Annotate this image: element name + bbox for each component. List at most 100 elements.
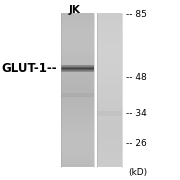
Bar	[97, 105, 122, 108]
Bar	[61, 68, 94, 69]
Bar	[97, 59, 122, 62]
Bar	[61, 44, 94, 46]
Bar	[97, 123, 122, 126]
Bar	[61, 59, 94, 62]
Bar	[97, 154, 122, 157]
Bar	[97, 41, 122, 44]
Bar	[61, 154, 94, 157]
Bar	[61, 64, 94, 67]
Bar	[97, 121, 122, 123]
Bar	[61, 103, 94, 105]
Bar	[61, 144, 94, 147]
Bar	[61, 82, 94, 85]
Text: -- 85: -- 85	[126, 10, 147, 19]
Bar	[97, 85, 122, 87]
Text: -- 48: -- 48	[126, 73, 147, 82]
Bar	[61, 28, 94, 31]
Bar	[61, 65, 94, 66]
Bar	[97, 103, 122, 105]
Bar	[61, 131, 94, 134]
Bar	[97, 49, 122, 51]
Bar	[61, 93, 94, 95]
Bar	[97, 111, 122, 113]
Bar	[61, 71, 94, 72]
Bar	[61, 26, 94, 28]
Bar	[61, 87, 94, 90]
Bar	[97, 64, 122, 67]
Bar	[97, 15, 122, 18]
Bar	[97, 72, 122, 75]
Bar	[97, 82, 122, 85]
Bar	[61, 80, 94, 82]
Bar	[61, 38, 94, 41]
Bar	[61, 46, 94, 49]
Bar	[97, 44, 122, 46]
Bar	[61, 139, 94, 142]
Bar	[97, 165, 122, 167]
Bar	[97, 28, 122, 31]
Bar	[61, 116, 94, 118]
Bar	[61, 111, 94, 113]
Bar	[97, 33, 122, 36]
Bar	[61, 129, 94, 131]
Bar	[97, 134, 122, 136]
Bar	[97, 23, 122, 26]
Bar	[97, 111, 122, 116]
Bar	[61, 100, 94, 103]
Bar	[61, 31, 94, 33]
Bar	[97, 100, 122, 103]
Bar	[97, 136, 122, 139]
Bar	[97, 75, 122, 77]
Bar	[97, 95, 122, 98]
Text: -- 26: -- 26	[126, 140, 147, 148]
Bar	[97, 93, 122, 95]
Bar	[97, 54, 122, 57]
Bar	[61, 121, 94, 123]
Text: GLUT-1--: GLUT-1--	[2, 62, 57, 75]
Bar	[61, 67, 94, 69]
Bar	[61, 54, 94, 57]
Bar	[61, 67, 94, 68]
Bar	[61, 75, 94, 77]
Bar	[97, 87, 122, 90]
Bar	[61, 108, 94, 111]
Bar	[61, 165, 94, 167]
Bar	[97, 57, 122, 59]
Bar	[61, 118, 94, 121]
Bar	[97, 116, 122, 118]
Bar	[61, 142, 94, 144]
Bar	[61, 149, 94, 152]
Bar	[97, 62, 122, 64]
Bar	[61, 69, 94, 72]
Bar	[97, 80, 122, 82]
Bar	[61, 33, 94, 36]
Bar	[61, 123, 94, 126]
Bar	[61, 160, 94, 162]
Bar	[61, 70, 94, 71]
Bar	[97, 67, 122, 69]
Bar	[97, 69, 122, 72]
Bar	[97, 142, 122, 144]
Bar	[61, 72, 94, 75]
Bar	[61, 134, 94, 136]
Bar	[97, 157, 122, 160]
Bar	[61, 13, 94, 15]
Bar	[61, 23, 94, 26]
Bar	[97, 46, 122, 49]
Bar	[61, 66, 94, 67]
Bar	[97, 160, 122, 162]
Bar	[97, 139, 122, 142]
Bar	[61, 95, 94, 98]
Bar	[97, 129, 122, 131]
Bar	[61, 113, 94, 116]
Bar	[61, 49, 94, 51]
Bar	[97, 13, 122, 15]
Bar	[61, 41, 94, 44]
Bar	[97, 152, 122, 154]
Bar	[97, 147, 122, 149]
Bar	[61, 69, 94, 70]
Bar	[61, 18, 94, 20]
Bar	[61, 57, 94, 59]
Bar	[97, 149, 122, 152]
Bar	[97, 31, 122, 33]
